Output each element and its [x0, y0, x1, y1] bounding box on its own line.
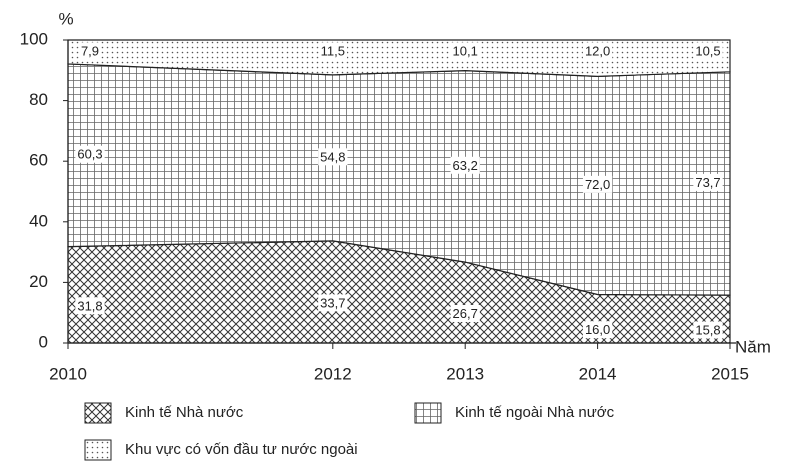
- value-label: 12,0: [585, 43, 610, 58]
- y-tick-label: 100: [20, 29, 48, 48]
- legend-swatch: [84, 439, 112, 461]
- value-label-group: 72,0: [582, 175, 613, 193]
- value-label-bg: [693, 42, 723, 60]
- y-tick-label: 40: [29, 211, 48, 230]
- y-axis-label: %: [58, 9, 73, 28]
- legend-swatch: [414, 402, 442, 424]
- value-label: 10,5: [695, 43, 720, 58]
- value-label: 73,7: [695, 175, 720, 190]
- value-label-bg: [582, 42, 613, 60]
- value-label: 26,7: [453, 306, 478, 321]
- x-tick-label: 2013: [446, 364, 484, 383]
- value-label-bg: [78, 42, 102, 60]
- legend-swatch: [84, 402, 112, 424]
- value-label-bg: [318, 42, 347, 60]
- value-label-group: 26,7: [450, 304, 480, 322]
- legend-label: Kinh tế Nhà nước: [125, 404, 244, 421]
- x-axis-label: Năm: [735, 337, 771, 356]
- value-label-group: 54,8: [318, 148, 348, 166]
- legend-label: Khu vực có vốn đầu tư nước ngoài: [125, 441, 358, 458]
- x-tick-label: 2015: [711, 364, 749, 383]
- value-label: 7,9: [81, 43, 99, 58]
- value-label-group: 63,2: [450, 156, 480, 174]
- value-label-bg: [693, 173, 723, 191]
- value-label: 33,7: [320, 295, 345, 310]
- value-label-bg: [582, 175, 613, 193]
- value-label-bg: [450, 156, 480, 174]
- x-tick-label: 2010: [49, 364, 87, 383]
- value-label: 31,8: [77, 298, 102, 313]
- value-label: 60,3: [77, 147, 102, 162]
- value-label-bg: [75, 145, 105, 163]
- value-label: 63,2: [453, 158, 478, 173]
- value-label-group: 10,1: [450, 42, 480, 60]
- x-tick-label: 2014: [579, 364, 617, 383]
- value-label: 16,0: [585, 322, 610, 337]
- y-tick-label: 80: [29, 90, 48, 109]
- value-label-group: 11,5: [318, 42, 347, 60]
- value-label-group: 16,0: [582, 321, 613, 339]
- value-label: 11,5: [321, 43, 345, 58]
- value-label-group: 73,7: [693, 173, 723, 191]
- value-label: 54,8: [320, 149, 345, 164]
- value-label-group: 31,8: [75, 297, 105, 315]
- value-label: 10,1: [453, 43, 478, 58]
- value-label: 15,8: [695, 323, 720, 338]
- value-label-group: 60,3: [75, 145, 105, 163]
- value-label-bg: [318, 294, 348, 312]
- value-label-bg: [318, 148, 348, 166]
- x-tick-label: 2012: [314, 364, 352, 383]
- value-label-bg: [693, 321, 723, 339]
- legend-label: Kinh tế ngoài Nhà nước: [455, 404, 615, 421]
- value-label-group: 12,0: [582, 42, 613, 60]
- value-label-bg: [75, 297, 105, 315]
- value-label: 72,0: [585, 177, 610, 192]
- y-tick-label: 20: [29, 272, 48, 291]
- y-tick-label: 0: [39, 332, 48, 351]
- value-label-group: 10,5: [693, 42, 723, 60]
- value-label-bg: [582, 321, 613, 339]
- y-tick-label: 60: [29, 151, 48, 170]
- value-label-bg: [450, 42, 480, 60]
- value-label-group: 7,9: [78, 42, 102, 60]
- value-label-group: 33,7: [318, 294, 348, 312]
- value-label-group: 15,8: [693, 321, 723, 339]
- value-label-bg: [450, 304, 480, 322]
